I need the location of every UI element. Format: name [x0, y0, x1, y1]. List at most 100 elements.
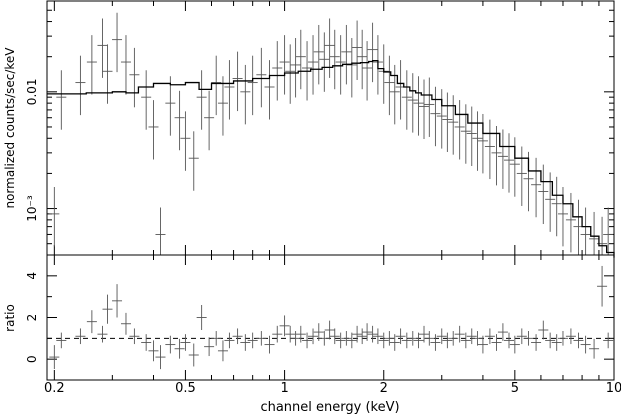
ratio-point [148, 340, 159, 362]
ratio-point [442, 332, 453, 349]
ratio-point [240, 334, 251, 351]
y-tick-label: 10⁻³ [25, 195, 39, 222]
data-point [180, 111, 191, 171]
ratio-point [362, 323, 373, 341]
data-point [413, 76, 424, 136]
ratio-point [232, 328, 243, 345]
top-panel-ticks [47, 0, 615, 256]
data-point [174, 90, 185, 151]
data-point [362, 41, 373, 101]
data-point [155, 207, 166, 255]
data-point [86, 35, 97, 95]
data-point [102, 44, 113, 104]
ratio-point [516, 328, 527, 345]
data-point [454, 100, 465, 160]
x-tick-label: 2 [380, 381, 388, 396]
data-point [211, 55, 222, 116]
data-point [75, 55, 86, 116]
data-point [545, 172, 556, 232]
data-point [188, 131, 199, 191]
ratio-point [472, 331, 483, 346]
data-point [313, 24, 324, 85]
data-point [442, 92, 453, 152]
ratio-point [509, 335, 520, 354]
data-point [141, 70, 152, 130]
data-point [531, 157, 542, 218]
x-tick-label: 1 [280, 381, 288, 396]
ratio-point [308, 328, 319, 345]
data-point [395, 60, 406, 120]
data-point [308, 35, 319, 95]
data-point [565, 192, 576, 253]
y-tick-label: 2 [25, 314, 39, 322]
y-tick-label: 0.01 [25, 78, 39, 105]
data-point [460, 104, 471, 164]
x-tick-labels: 0.2 0.5 1 2 5 10 [44, 381, 621, 396]
ratio-point [49, 345, 60, 370]
ratio-point [523, 331, 534, 346]
data-point [503, 133, 515, 193]
ratio-point [531, 334, 542, 351]
ratio-point [413, 332, 424, 349]
ratio-point [211, 331, 222, 346]
data-point [148, 100, 159, 160]
top-panel-frame [46, 0, 615, 256]
ratio-point [419, 325, 430, 343]
ratio-point [180, 334, 191, 351]
data-point [357, 29, 368, 90]
ratio-point [367, 325, 378, 343]
ratio-point [384, 331, 395, 346]
ratio-point [302, 332, 313, 349]
data-point [224, 60, 235, 120]
data-point [264, 60, 275, 120]
data-point [491, 125, 502, 186]
ratio-point [389, 334, 400, 351]
ratio-point [196, 305, 207, 330]
data-point [97, 18, 108, 78]
data-point [436, 89, 447, 149]
ratio-point [407, 331, 418, 346]
data-point [129, 47, 140, 108]
data-point [49, 186, 60, 247]
data-point [378, 44, 389, 104]
ratio-point [324, 320, 335, 340]
ratio-point [295, 325, 306, 343]
ratio-point [557, 331, 568, 346]
ratio-point [466, 328, 477, 345]
ratio-point [378, 332, 389, 349]
data-point [430, 86, 441, 147]
ratio-point [460, 332, 471, 349]
data-point [538, 164, 549, 225]
ratio-point [603, 332, 614, 349]
data-point [603, 207, 614, 255]
data-point [448, 95, 459, 155]
x-tick-label: 10 [606, 381, 621, 396]
data-point [551, 176, 562, 237]
data-point [256, 47, 267, 108]
data-point [112, 12, 123, 73]
ratio-point [174, 338, 185, 359]
data-point [217, 76, 228, 136]
data-point [240, 64, 251, 125]
ratio-point [290, 331, 301, 346]
data-point [389, 64, 400, 125]
ratio-point [120, 312, 131, 335]
ratio-point [188, 343, 199, 367]
ratio-point [484, 328, 495, 345]
ratio-point [204, 337, 215, 357]
ratio-point [256, 331, 267, 346]
data-point [466, 106, 477, 166]
data-point [367, 22, 378, 83]
ratio-point [551, 334, 562, 351]
data-point [285, 44, 296, 104]
data-point [407, 73, 418, 133]
model-curve [47, 59, 615, 258]
ratio-point [503, 332, 515, 349]
data-point [341, 24, 352, 85]
ratio-point [272, 325, 283, 343]
ratio-point [372, 328, 383, 345]
ratio-point [424, 331, 435, 346]
ratio-point [346, 332, 357, 349]
data-point [247, 55, 258, 116]
